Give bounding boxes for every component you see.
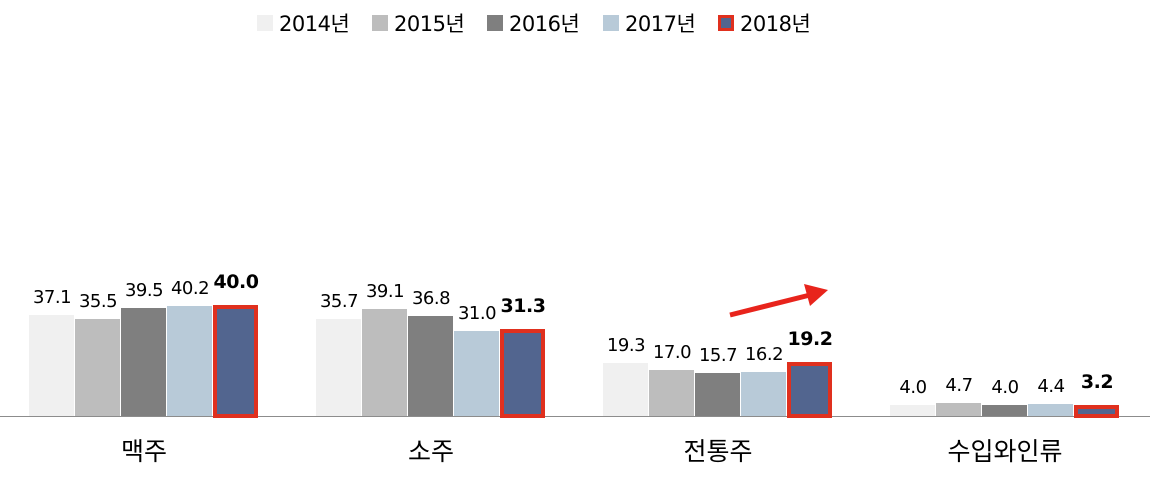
bar <box>1074 405 1119 418</box>
legend-swatch-icon <box>603 15 619 31</box>
data-label: 31.0 <box>457 303 497 324</box>
data-label: 40.2 <box>170 278 210 299</box>
legend-label: 2016년 <box>509 12 580 36</box>
legend-swatch-icon <box>487 15 503 31</box>
data-label: 17.0 <box>652 342 692 363</box>
bar <box>362 309 407 416</box>
x-axis-line <box>0 416 1150 417</box>
bar <box>741 372 786 416</box>
bar <box>121 308 166 416</box>
category-label: 소주 <box>407 437 454 466</box>
bar <box>649 370 694 416</box>
legend-item: 2016년 <box>487 6 580 40</box>
bar <box>890 405 935 416</box>
data-label: 39.5 <box>124 280 164 301</box>
bar <box>1028 404 1073 416</box>
category-label: 수입와인류 <box>947 437 1063 466</box>
bar <box>936 403 981 416</box>
bar <box>603 363 648 416</box>
bar <box>167 306 212 416</box>
bar <box>982 405 1027 416</box>
data-label: 40.0 <box>213 271 259 293</box>
legend-item: 2017년 <box>603 6 696 40</box>
data-label: 4.4 <box>1037 376 1065 397</box>
category-label: 맥주 <box>120 437 167 466</box>
data-label: 39.1 <box>365 281 405 302</box>
bar <box>29 315 74 416</box>
bar <box>695 373 740 416</box>
data-label: 19.3 <box>606 335 646 356</box>
data-label: 4.7 <box>945 375 973 396</box>
data-label: 36.8 <box>411 288 451 309</box>
data-label: 31.3 <box>500 295 546 317</box>
legend-swatch-icon <box>257 15 273 31</box>
bar <box>75 319 120 416</box>
legend-label: 2017년 <box>625 12 696 36</box>
data-label: 37.1 <box>32 287 72 308</box>
legend-item: 2014년 <box>257 6 350 40</box>
data-label: 19.2 <box>787 328 833 350</box>
bar <box>316 319 361 416</box>
data-label: 35.5 <box>78 291 118 312</box>
legend-item: 2018년 <box>718 6 811 40</box>
legend-label: 2018년 <box>740 12 811 36</box>
data-label: 4.0 <box>991 377 1019 398</box>
data-label: 15.7 <box>698 345 738 366</box>
bar <box>213 305 258 418</box>
legend-label: 2015년 <box>394 12 465 36</box>
bar <box>454 331 499 416</box>
data-label: 35.7 <box>319 291 359 312</box>
data-label: 4.0 <box>899 377 927 398</box>
legend-swatch-icon <box>718 15 734 31</box>
bar <box>408 316 453 416</box>
bar <box>787 362 832 418</box>
legend-item: 2015년 <box>372 6 465 40</box>
bar <box>500 329 545 418</box>
data-label: 3.2 <box>1080 371 1114 393</box>
legend-label: 2014년 <box>279 12 350 36</box>
category-label: 전통주 <box>683 437 753 466</box>
legend-swatch-icon <box>372 15 388 31</box>
chart-legend: 2014년 2015년 2016년 2017년 2018년 <box>0 6 1156 40</box>
data-label: 16.2 <box>744 344 784 365</box>
trend-arrow-icon <box>729 284 828 318</box>
